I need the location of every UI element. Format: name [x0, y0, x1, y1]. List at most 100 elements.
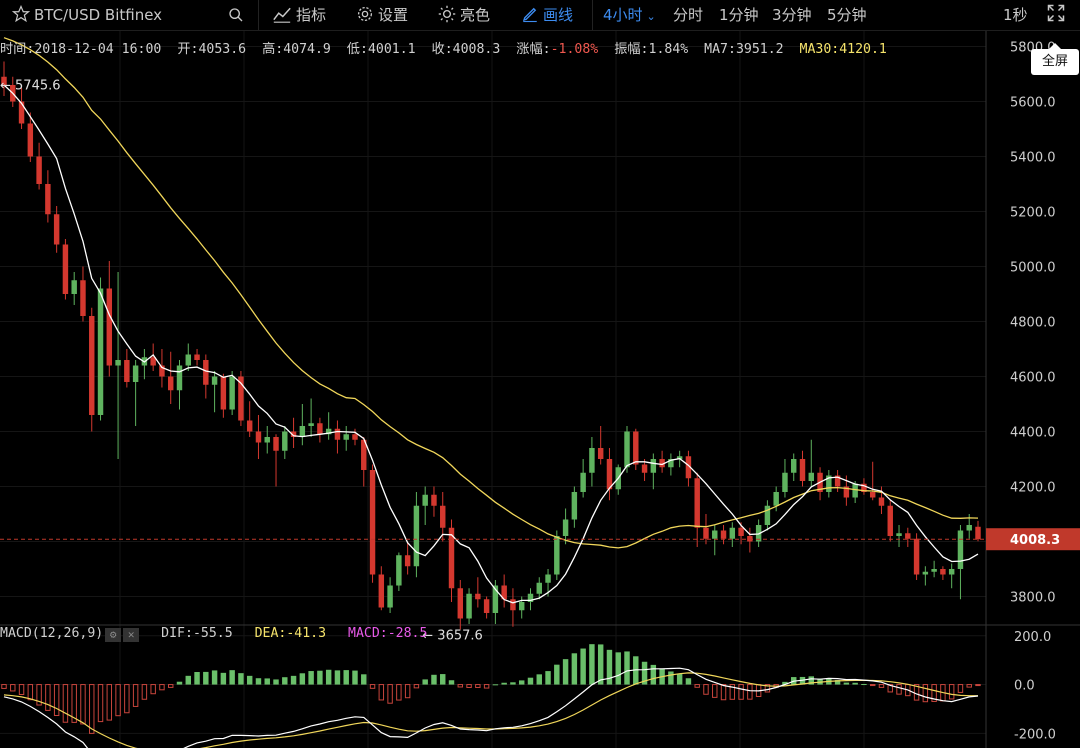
candle-body: [36, 156, 42, 184]
ma7-line: [3, 84, 979, 604]
macd-bar: [53, 684, 60, 716]
draw-button[interactable]: 画线: [521, 0, 573, 30]
macd-bar: [808, 676, 814, 685]
candle-body: [869, 492, 876, 498]
candle-body: [422, 494, 428, 506]
close-icon[interactable]: ✕: [123, 628, 140, 642]
macd-bar: [650, 664, 657, 685]
candle-body: [290, 431, 297, 437]
macd-bar: [317, 670, 323, 685]
search-icon: [229, 8, 243, 22]
candle-body: [606, 459, 613, 490]
macd-bar: [466, 684, 472, 688]
candle-body: [176, 365, 183, 391]
gear-icon[interactable]: ⚙: [105, 628, 122, 642]
candle-body: [843, 486, 850, 498]
candle-body: [440, 505, 446, 528]
macd-bar: [668, 671, 674, 685]
candle-body: [387, 585, 393, 608]
low-annotation: ← 3657.6: [422, 629, 483, 644]
last-price-label: 4008.3: [1010, 533, 1060, 548]
high-annotation: ← 5745.6: [0, 78, 61, 93]
dif-line: [3, 667, 979, 748]
candle-body: [97, 288, 104, 415]
candle-body: [18, 101, 25, 124]
macd-bar: [712, 684, 718, 698]
macd-bar: [413, 684, 420, 689]
pencil-icon: [522, 7, 537, 23]
candle-body: [317, 423, 323, 435]
fullscreen-button[interactable]: [1046, 0, 1070, 30]
macd-bar: [334, 670, 341, 685]
ohlc-info-bar: 时间:2018-12-04 16:00 开:4053.6 高:4074.9 低:…: [0, 42, 887, 57]
macd-bar: [782, 681, 788, 685]
candle-body: [159, 365, 165, 377]
interval-1s[interactable]: 1秒: [1003, 6, 1028, 24]
candle-body: [229, 376, 235, 410]
macd-tick-label: -200.0: [1014, 727, 1056, 742]
interval-tick[interactable]: 分时: [673, 6, 704, 24]
candle-body: [975, 526, 981, 540]
candle-body: [580, 472, 586, 492]
macd-bar: [150, 684, 156, 695]
candle-body: [185, 354, 191, 366]
candle-body: [676, 456, 683, 459]
macd-bar: [747, 684, 753, 700]
interval-selector[interactable]: 4小时 ⌄: [603, 6, 656, 24]
candle-body: [589, 448, 595, 473]
info-time: 2018-12-04 16:00: [34, 42, 162, 57]
candle-body: [694, 478, 700, 528]
macd-bar: [282, 677, 288, 685]
macd-name: MACD(12,26,9): [0, 626, 104, 641]
candle-body: [71, 280, 77, 294]
candle-body: [89, 316, 95, 415]
candle-body: [650, 459, 657, 473]
price-tick-label: 3800.0: [1010, 591, 1056, 606]
macd-bar: [580, 648, 586, 685]
macd-bar: [703, 684, 709, 695]
macd-bar: [343, 670, 349, 685]
star-icon[interactable]: [11, 4, 31, 23]
settings-button[interactable]: 设置: [356, 0, 408, 30]
macd-bar: [396, 684, 402, 701]
macd-bar: [352, 670, 358, 685]
candle-body: [396, 555, 402, 586]
interval-5min[interactable]: 5分钟: [827, 6, 867, 24]
theme-button[interactable]: 亮色: [438, 0, 490, 30]
macd-dea: -41.3: [286, 626, 327, 641]
candle-body: [466, 593, 472, 619]
macd-tick-label: 0.0: [1014, 679, 1035, 694]
interval-1min[interactable]: 1分钟: [719, 6, 759, 24]
candle-body: [308, 423, 314, 426]
macd-bar: [422, 679, 428, 685]
symbol-selector[interactable]: BTC/USD Bitfinex: [11, 0, 162, 30]
macd-bar: [325, 669, 332, 685]
candle-body: [773, 492, 779, 506]
macd-bar: [10, 684, 16, 692]
macd-bar: [273, 679, 279, 685]
candle-body: [966, 525, 972, 531]
macd-bar: [255, 678, 262, 685]
macd-bar: [545, 671, 551, 685]
macd-bar: [501, 682, 507, 685]
macd-bar: [264, 678, 270, 685]
macd-bar: [624, 651, 630, 685]
candle-body: [729, 527, 736, 539]
candle-body: [562, 519, 569, 536]
info-low: 4001.1: [367, 42, 416, 57]
candle-body: [510, 599, 516, 611]
info-ma7: 3951.2: [735, 42, 784, 57]
last-price-tag: [986, 528, 1080, 551]
sun-icon: [438, 5, 456, 23]
macd-bar: [869, 684, 876, 687]
macd-bar: [115, 684, 121, 717]
indicators-button[interactable]: 指标: [272, 0, 326, 30]
macd-bar: [475, 684, 481, 688]
search-button[interactable]: [228, 0, 248, 30]
macd-bar: [387, 684, 393, 704]
macd-bar: [141, 684, 148, 700]
interval-3min[interactable]: 3分钟: [772, 6, 812, 24]
candle-body: [685, 456, 692, 479]
macd-bar: [246, 675, 253, 685]
